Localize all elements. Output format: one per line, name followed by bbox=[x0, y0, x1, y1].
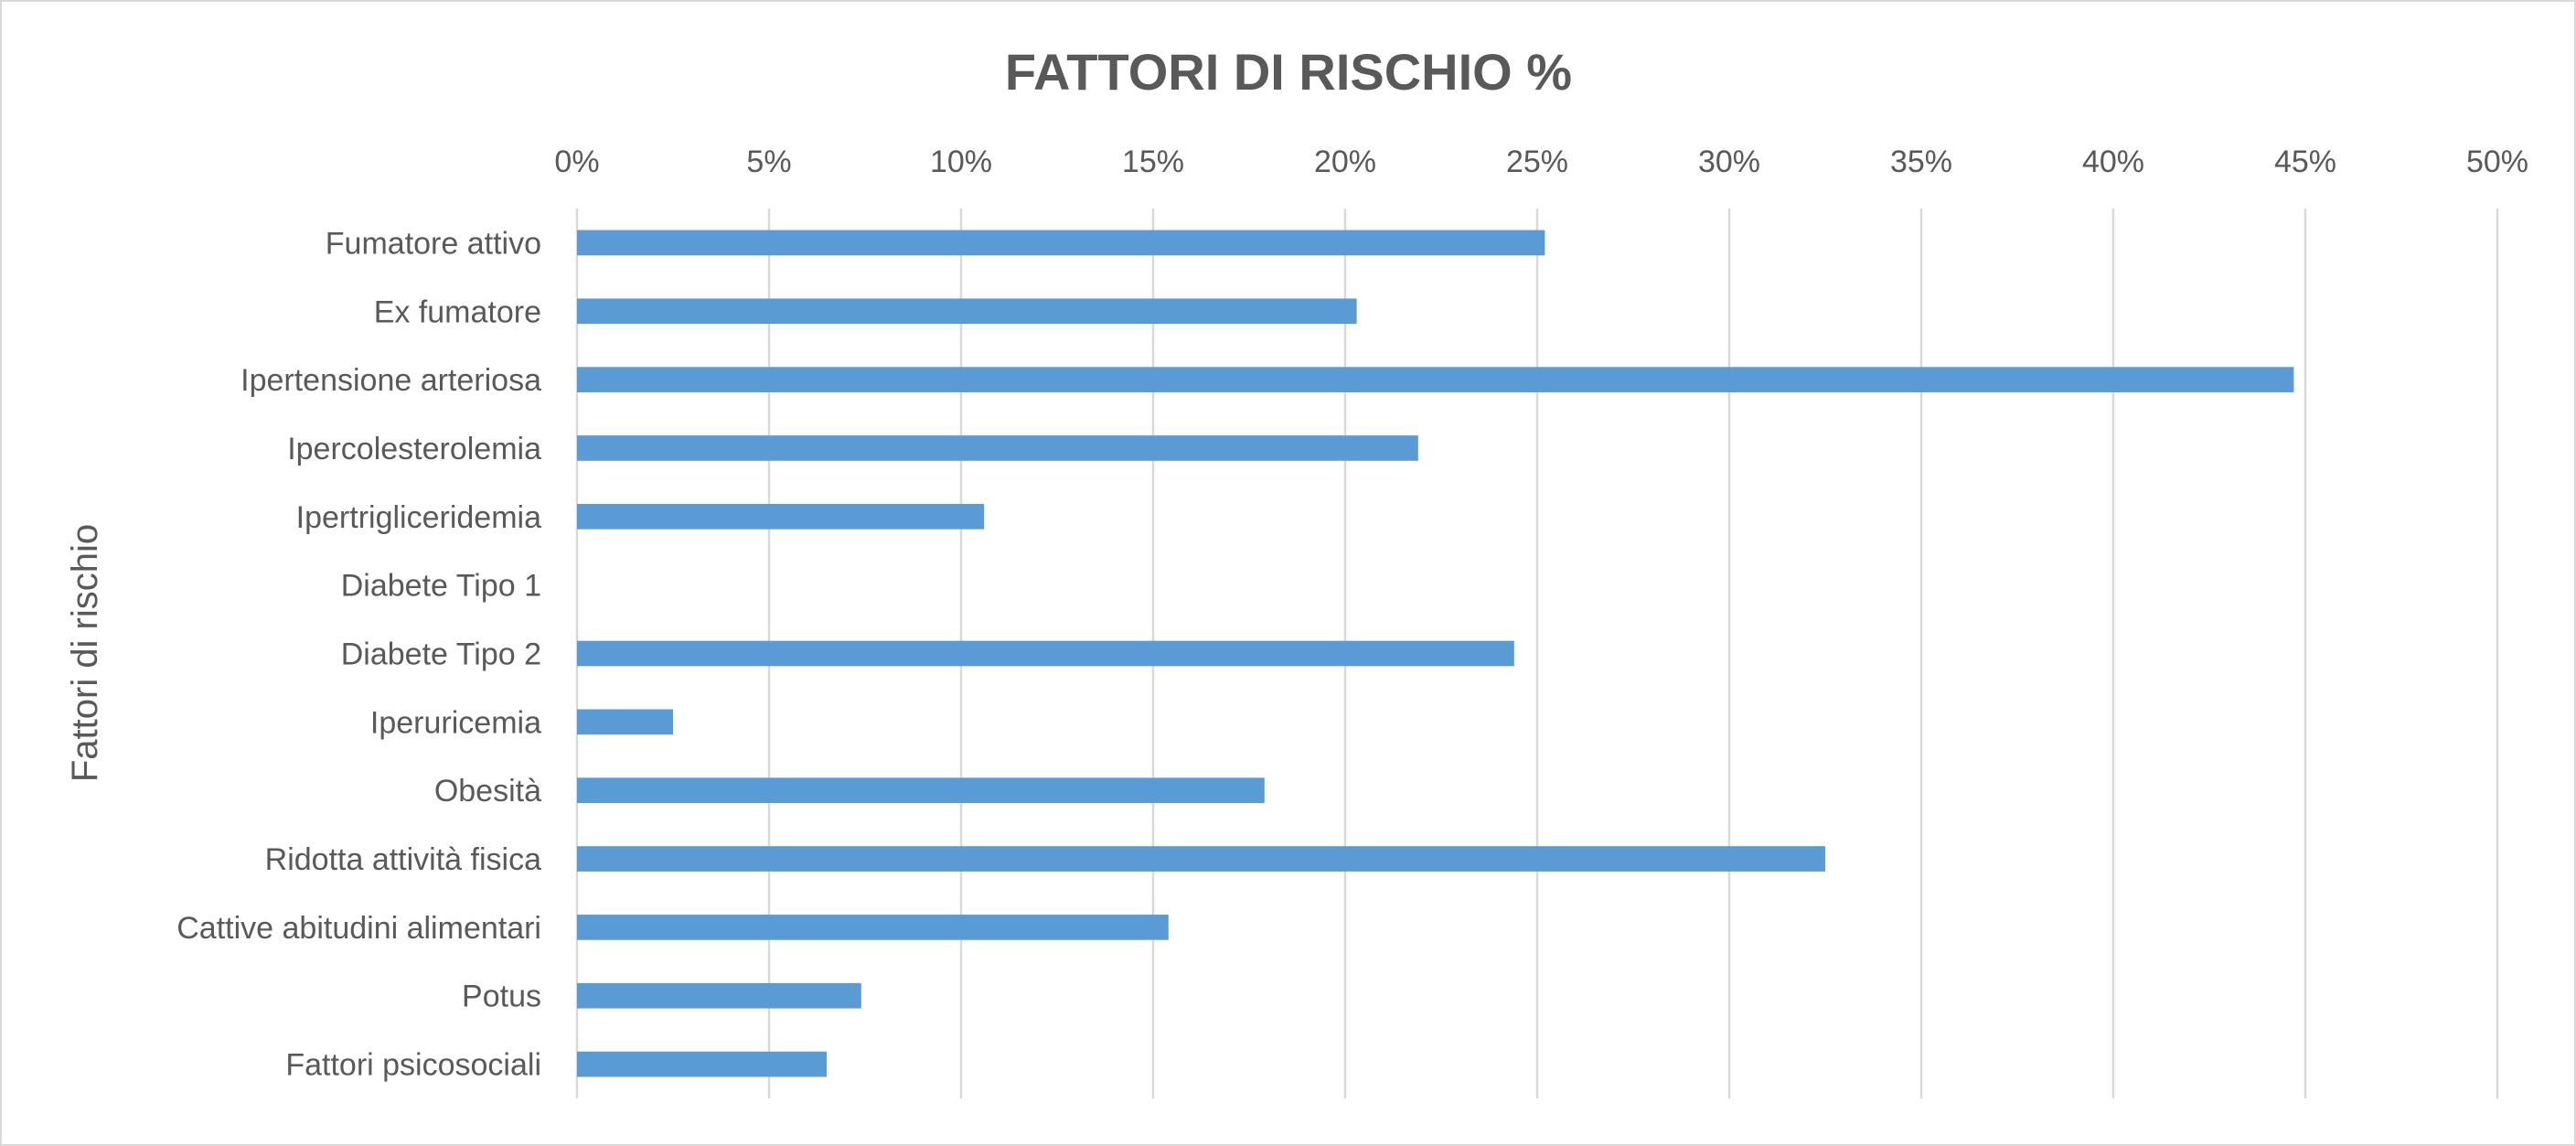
x-tick-label: 50% bbox=[2466, 145, 2528, 179]
bar bbox=[577, 230, 1545, 256]
bar bbox=[577, 367, 2294, 392]
y-category-label: Obesità bbox=[434, 774, 541, 809]
x-tick-label: 25% bbox=[1506, 145, 1568, 179]
y-category-label: Potus bbox=[462, 980, 541, 1014]
y-category-label: Fumatore attivo bbox=[326, 226, 541, 261]
bar bbox=[577, 1051, 827, 1077]
bar bbox=[577, 298, 1357, 325]
bar bbox=[577, 640, 1514, 667]
x-axis-tick-labels: 0% 5% 10% 15% 20% 25% 30% 35% 40% 45% 50% bbox=[554, 145, 2528, 179]
y-category-label: Diabete Tipo 2 bbox=[341, 637, 541, 672]
chart-title: FATTORI DI RISCHIO % bbox=[1005, 43, 1572, 101]
x-tick-label: 15% bbox=[1122, 145, 1184, 179]
bar bbox=[577, 503, 985, 530]
x-tick-label: 45% bbox=[2274, 145, 2336, 179]
x-tick-label: 40% bbox=[2082, 145, 2144, 179]
bar bbox=[577, 915, 1169, 940]
bar bbox=[577, 846, 1825, 872]
y-category-label: Iperuricemia bbox=[370, 705, 541, 740]
x-tick-label: 20% bbox=[1314, 145, 1376, 179]
y-category-label: Ridotta attività fisica bbox=[265, 842, 541, 877]
y-category-label: Ipertensione arteriosa bbox=[240, 363, 541, 398]
y-category-label: Cattive abitudini alimentari bbox=[176, 911, 541, 946]
y-category-label: Fattori psicosociali bbox=[285, 1048, 541, 1083]
y-category-label: Ipertrigliceridemia bbox=[296, 500, 541, 535]
bar bbox=[577, 709, 673, 735]
x-tick-label: 5% bbox=[746, 145, 791, 179]
bar bbox=[577, 435, 1418, 461]
x-tick-label: 10% bbox=[930, 145, 992, 179]
y-category-label: Diabete Tipo 1 bbox=[341, 569, 541, 604]
y-category-label: Ex fumatore bbox=[374, 295, 541, 329]
bar bbox=[577, 982, 861, 1009]
y-axis-category-labels: Fumatore attivo Ex fumatore Ipertensione a… bbox=[176, 226, 541, 1082]
x-tick-label: 35% bbox=[1890, 145, 1952, 179]
x-tick-label: 0% bbox=[554, 145, 599, 179]
y-category-label: Ipercolesterolemia bbox=[287, 432, 541, 466]
bars bbox=[577, 230, 2294, 1077]
bar bbox=[577, 777, 1265, 804]
y-axis-title: Fattori di rischio bbox=[65, 524, 105, 782]
x-tick-label: 30% bbox=[1698, 145, 1760, 179]
